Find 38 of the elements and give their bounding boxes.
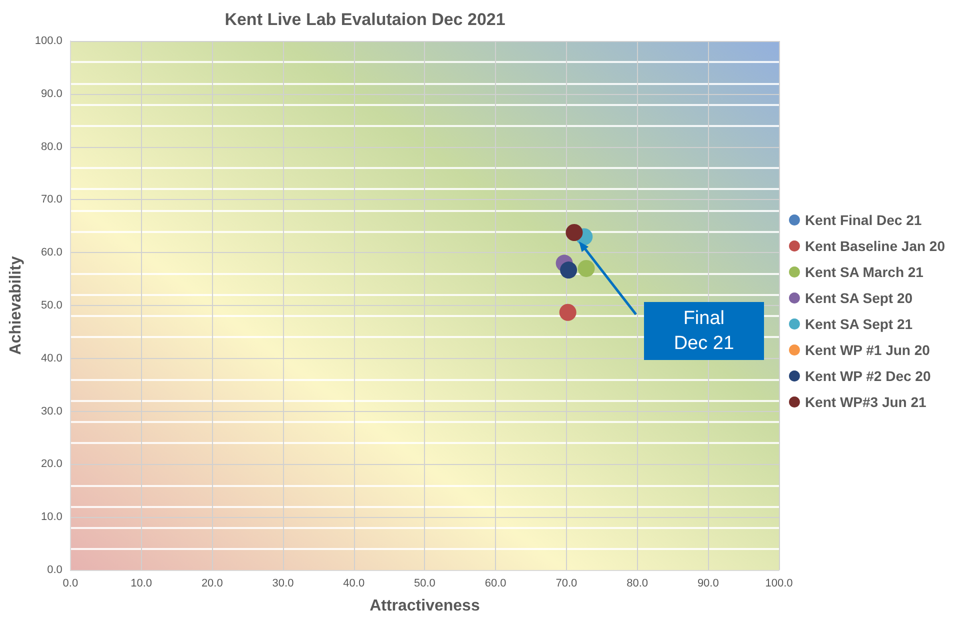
x-tick-label: 40.0 xyxy=(343,578,365,590)
x-tick-label: 100.0 xyxy=(765,578,793,590)
x-tick-label: 10.0 xyxy=(130,578,152,590)
legend-label: Kent WP#3 Jun 21 xyxy=(804,394,927,410)
x-tick-label: 30.0 xyxy=(272,578,294,590)
legend-label: Kent SA March 21 xyxy=(804,264,924,280)
legend-label: Kent SA Sept 20 xyxy=(804,290,913,306)
y-tick-label: 80.0 xyxy=(41,140,62,153)
y-tick-label: 90.0 xyxy=(41,88,62,100)
y-tick-label: 10.0 xyxy=(41,511,62,524)
x-tick-label: 50.0 xyxy=(414,578,436,590)
y-tick-label: 70.0 xyxy=(41,194,62,206)
point xyxy=(560,262,578,279)
y-tick-label: 100.0 xyxy=(34,35,62,47)
x-tick-label: 60.0 xyxy=(484,578,506,590)
chart-title: Kent Live Lab Evalutaion Dec 2021 xyxy=(224,10,506,29)
x-tick-label: 0.0 xyxy=(62,578,78,590)
y-tick-label: 40.0 xyxy=(41,352,62,364)
legend-label: Kent Baseline Jan 20 xyxy=(804,238,946,254)
y-tick-label: 20.0 xyxy=(41,458,62,470)
x-tick-label: 20.0 xyxy=(201,578,223,590)
legend-label: Kent SA Sept 21 xyxy=(804,316,913,332)
point xyxy=(559,304,576,321)
legend-label: Kent Final Dec 21 xyxy=(804,212,922,228)
y-tick-label: 60.0 xyxy=(41,246,62,259)
legend-label: Kent WP #2 Dec 20 xyxy=(804,368,931,384)
annotation: Final Dec 21 xyxy=(672,307,736,356)
point xyxy=(578,260,595,277)
y-axis-title: Achievability xyxy=(8,256,24,355)
y-tick-label: 0.0 xyxy=(47,564,62,576)
x-tick-label: 90.0 xyxy=(697,578,719,590)
x-tick-label: 80.0 xyxy=(626,578,648,590)
x-axis-title: Attractiveness xyxy=(370,598,480,614)
legend-label: Kent WP #1 Jun 20 xyxy=(804,342,930,358)
y-tick-label: 50.0 xyxy=(41,300,62,312)
point xyxy=(566,224,583,241)
y-tick-label: 30.0 xyxy=(41,405,62,418)
x-tick-label: 70.0 xyxy=(556,578,578,590)
